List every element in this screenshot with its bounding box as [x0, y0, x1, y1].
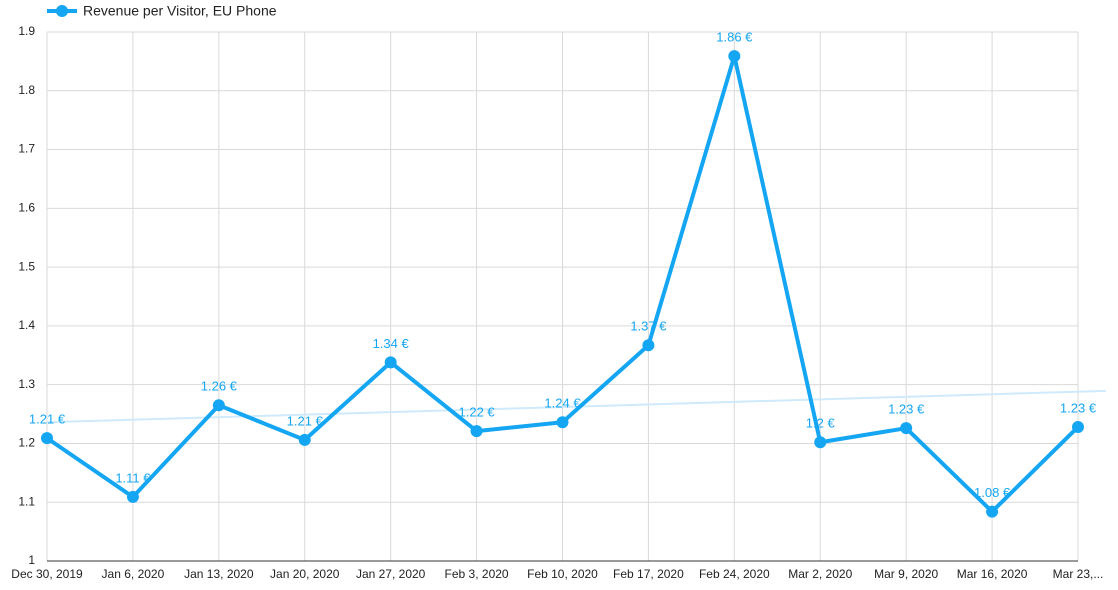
- y-tick-label: 1.1: [18, 494, 35, 508]
- x-tick-label: Feb 3, 2020: [445, 567, 509, 581]
- y-tick-label: 1.8: [18, 83, 35, 97]
- legend-marker: [56, 5, 68, 17]
- y-tick-label: 1.6: [18, 201, 35, 215]
- y-tick-label: 1.4: [18, 318, 35, 332]
- data-label: 1.23 €: [888, 402, 925, 417]
- data-point: [384, 356, 397, 369]
- data-label: 1.2 €: [806, 416, 836, 431]
- data-point: [1072, 420, 1084, 433]
- y-tick-label: 1.7: [18, 142, 35, 156]
- data-label: 1.34 €: [373, 336, 410, 351]
- data-point: [728, 50, 741, 63]
- x-tick-label: Jan 6, 2020: [102, 567, 165, 581]
- data-point: [900, 422, 913, 435]
- data-label: 1.21 €: [287, 413, 324, 428]
- y-tick-label: 1.3: [18, 377, 35, 391]
- data-point: [814, 436, 827, 449]
- data-label: 1.08 €: [974, 485, 1011, 500]
- x-tick-label: Mar 9, 2020: [874, 567, 938, 581]
- data-point: [642, 339, 655, 352]
- x-tick-label: Mar 2, 2020: [788, 567, 852, 581]
- data-point: [298, 433, 311, 446]
- data-point: [470, 425, 483, 438]
- x-tick-label: Jan 13, 2020: [184, 567, 254, 581]
- data-point: [126, 490, 139, 503]
- data-label: 1.86 €: [716, 30, 753, 45]
- x-tick-label: Mar 23,...: [1053, 567, 1104, 581]
- data-label: 1.22 €: [459, 405, 496, 420]
- data-label: 1.23 €: [1060, 400, 1097, 415]
- x-tick-label: Feb 10, 2020: [527, 567, 598, 581]
- x-tick-label: Dec 30, 2019: [11, 567, 83, 581]
- data-label: 1.26 €: [201, 379, 238, 394]
- x-tick-label: Jan 27, 2020: [356, 567, 426, 581]
- x-tick-label: Jan 20, 2020: [270, 567, 340, 581]
- trendline: [46, 389, 1107, 424]
- data-label: 1.21 €: [29, 412, 66, 427]
- data-point: [556, 416, 569, 429]
- data-point: [212, 399, 225, 412]
- x-tick-label: Feb 24, 2020: [699, 567, 770, 581]
- data-label: 1.37 €: [630, 319, 667, 334]
- data-point: [986, 505, 999, 518]
- data-label: 1.11 €: [115, 470, 151, 485]
- legend-label: Revenue per Visitor, EU Phone: [83, 3, 277, 19]
- y-tick-label: 1.5: [18, 259, 35, 273]
- data-point: [41, 432, 53, 445]
- x-tick-label: Feb 17, 2020: [613, 567, 684, 581]
- y-tick-label: 1.2: [18, 436, 35, 450]
- x-tick-label: Mar 16, 2020: [957, 567, 1028, 581]
- data-label: 1.24 €: [544, 396, 581, 411]
- y-tick-label: 1.9: [18, 24, 35, 38]
- y-tick-label: 1: [28, 553, 35, 567]
